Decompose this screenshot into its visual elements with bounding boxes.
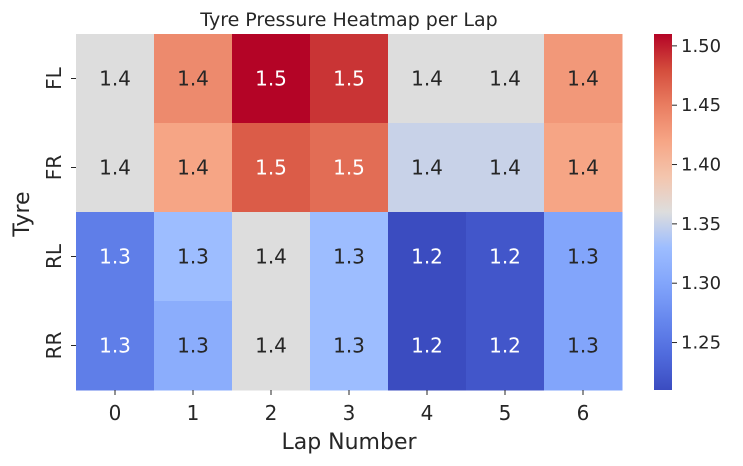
heatmap-cell [232, 34, 311, 124]
colorbar-tick-label: 1.25 [681, 333, 721, 354]
cell-value-label: 1.4 [411, 156, 443, 180]
cell-value-label: 1.3 [567, 245, 599, 269]
colorbar-tick-label: 1.50 [681, 36, 721, 57]
heatmap-cell [232, 301, 311, 391]
colorbar-tick-label: 1.45 [681, 95, 721, 116]
heatmap-cell [388, 301, 467, 391]
heatmap-cell [310, 123, 389, 213]
cell-value-label: 1.5 [333, 156, 365, 180]
heatmap-cell [76, 212, 155, 302]
cell-value-label: 1.4 [489, 67, 521, 91]
heatmap-cell [154, 123, 233, 213]
cell-value-label: 1.4 [177, 156, 209, 180]
heatmap-cell [388, 123, 467, 213]
heatmap-cell [544, 212, 623, 302]
colorbar: 1.25 1.30 1.35 1.40 1.45 1.50 [654, 34, 721, 390]
colorbar-tick-label: 1.40 [681, 155, 721, 176]
heatmap-cell [232, 212, 311, 302]
heatmap-cell [310, 34, 389, 124]
heatmap-cell [544, 301, 623, 391]
y-tick-label: RL [42, 243, 66, 269]
cell-value-label: 1.3 [177, 245, 209, 269]
heatmap-cell [232, 123, 311, 213]
x-tick-label: 5 [499, 401, 512, 425]
y-axis-ticks: FL FR RL RR [42, 66, 76, 359]
cell-value-label: 1.4 [99, 156, 131, 180]
cell-value-label: 1.4 [255, 334, 287, 358]
cell-value-label: 1.3 [567, 334, 599, 358]
x-tick-label: 2 [265, 401, 278, 425]
cell-value-label: 1.3 [333, 245, 365, 269]
heatmap-cell [466, 301, 545, 391]
cell-value-label: 1.2 [411, 245, 443, 269]
heatmap-cell [466, 212, 545, 302]
cell-value-label: 1.4 [177, 67, 209, 91]
heatmap-cells: 1.4 1.4 1.5 1.5 1.4 1.4 1.4 1.4 1.4 1.5 1.5 1.4 1.4 1… [76, 34, 623, 391]
heatmap-cell [154, 34, 233, 124]
cell-value-label: 1.5 [333, 67, 365, 91]
x-axis-label: Lap Number [281, 430, 417, 455]
heatmap-cell [154, 301, 233, 391]
y-tick-label: FR [42, 155, 66, 181]
cell-value-label: 1.4 [411, 67, 443, 91]
heatmap-cell [76, 301, 155, 391]
cell-value-label: 1.2 [489, 334, 521, 358]
cell-value-label: 1.5 [255, 156, 287, 180]
y-axis-label: Tyre [10, 191, 35, 237]
colorbar-tick-label: 1.30 [681, 273, 721, 294]
heatmap-cell [310, 301, 389, 391]
heatmap-cell [466, 123, 545, 213]
x-tick-label: 0 [109, 401, 122, 425]
heatmap-cell [388, 212, 467, 302]
y-tick-label: FL [42, 66, 66, 90]
heatmap-cell [76, 34, 155, 124]
cell-value-label: 1.5 [255, 67, 287, 91]
x-tick-label: 3 [343, 401, 356, 425]
heatmap-cell [388, 34, 467, 124]
cell-value-label: 1.2 [489, 245, 521, 269]
heatmap-cell [466, 34, 545, 124]
chart-title: Tyre Pressure Heatmap per Lap [199, 9, 497, 31]
colorbar-gradient [654, 34, 672, 390]
cell-value-label: 1.3 [333, 334, 365, 358]
heatmap-cell [310, 212, 389, 302]
y-tick-label: RR [42, 332, 66, 360]
cell-value-label: 1.2 [411, 334, 443, 358]
heatmap-cell [544, 123, 623, 213]
heatmap-cell [76, 123, 155, 213]
heatmap-cell [154, 212, 233, 302]
heatmap-cell [544, 34, 623, 124]
cell-value-label: 1.3 [99, 334, 131, 358]
cell-value-label: 1.4 [567, 67, 599, 91]
x-axis-ticks: 0 1 2 3 4 5 6 [109, 390, 590, 425]
x-tick-label: 6 [577, 401, 590, 425]
cell-value-label: 1.3 [177, 334, 209, 358]
x-tick-label: 4 [421, 401, 434, 425]
cell-value-label: 1.4 [489, 156, 521, 180]
colorbar-tick-label: 1.35 [681, 214, 721, 235]
cell-value-label: 1.4 [567, 156, 599, 180]
cell-value-label: 1.4 [99, 67, 131, 91]
cell-value-label: 1.4 [255, 245, 287, 269]
x-tick-label: 1 [187, 401, 200, 425]
cell-value-label: 1.3 [99, 245, 131, 269]
